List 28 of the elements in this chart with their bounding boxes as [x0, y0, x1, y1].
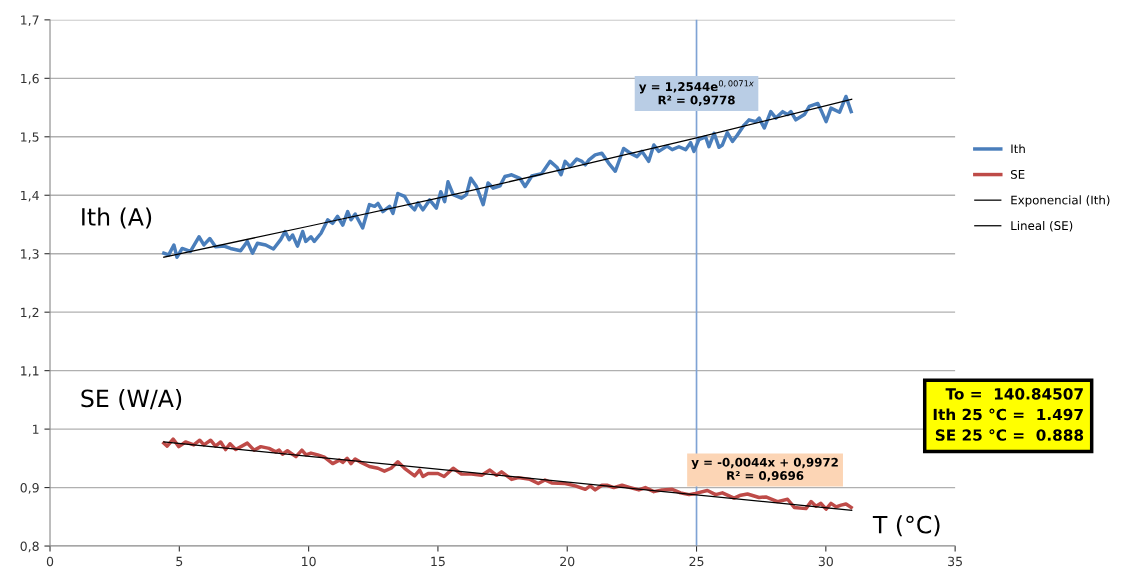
legend-label: Exponencial (Ith): [1011, 195, 1110, 207]
annotation: Ith (A): [82, 207, 152, 229]
annotation: SE (W/A): [81, 389, 182, 411]
y-tick-label: 0,8: [20, 541, 39, 553]
y-tick-label: 1: [33, 424, 39, 434]
y-tick-label: 1,5: [21, 132, 39, 143]
y-tick-label: 0,9: [20, 483, 39, 494]
annotation: y = -0,0044x + 0,9972 R² = 0,9696: [691, 457, 838, 482]
y-tick-label: 1,6: [21, 73, 39, 85]
annotation: To = 140.84507 Ith 25 °C = 1.497 SE 25 °C = 0.888: [933, 388, 1084, 441]
y-tick-label: 1,7: [21, 15, 39, 27]
y-tick-label: 1,2: [21, 307, 39, 319]
legend-label: SE: [1011, 169, 1025, 179]
x-tick-label: 10: [302, 556, 316, 567]
y-tick-label: 1,1: [21, 366, 39, 377]
x-tick-label: 5: [176, 556, 183, 567]
x-tick-label: 35: [948, 556, 962, 567]
x-tick-label: 0: [46, 556, 54, 567]
x-tick-label: 20: [560, 556, 575, 567]
x-tick-label: 15: [431, 556, 445, 567]
x-axis-title: T (°C): [872, 515, 940, 537]
y-tick-label: 1,4: [21, 190, 39, 202]
annotation: y = 1,2544e$^{0,0071x}$ R² = 0,9778: [639, 80, 754, 107]
legend-label: Lineal (SE): [1011, 220, 1073, 232]
y-tick-label: 1,3: [21, 249, 39, 260]
x-tick-label: 25: [689, 556, 704, 567]
legend-label: Ith: [1011, 144, 1025, 154]
x-tick-label: 30: [818, 556, 833, 567]
